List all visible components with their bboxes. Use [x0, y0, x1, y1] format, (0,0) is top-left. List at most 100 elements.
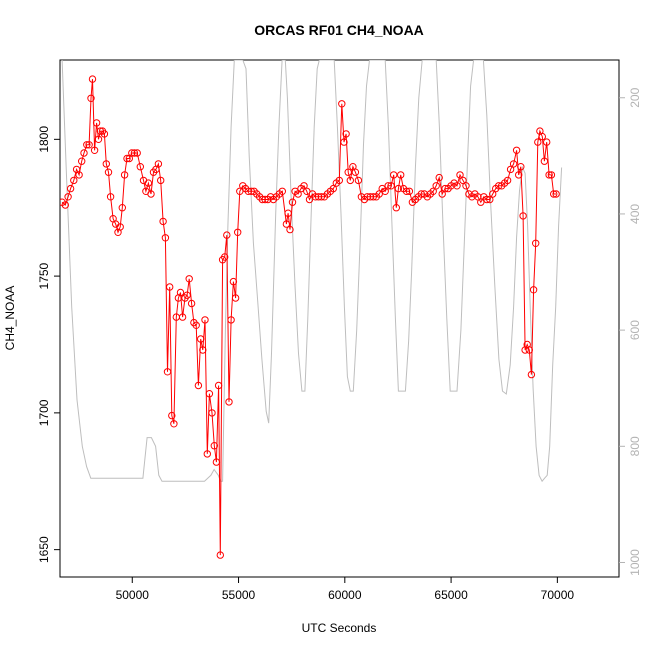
ch4-point — [216, 551, 225, 559]
ch4-point — [168, 411, 176, 420]
ch4-point — [203, 450, 212, 458]
ch4-point — [123, 154, 131, 163]
ch4-point — [161, 234, 170, 242]
ch4-point — [258, 195, 266, 204]
ch4-point — [278, 187, 286, 196]
ch4-point — [212, 458, 221, 466]
plot-frame — [59, 59, 620, 578]
ch4-point — [170, 420, 178, 428]
ch4-point — [540, 157, 549, 165]
ch4-point — [340, 138, 348, 146]
ch4-point — [543, 138, 551, 146]
ch4-point — [194, 381, 203, 390]
x-tick-label: 50000 — [116, 588, 150, 602]
ch4-point — [78, 157, 86, 165]
ch4-point — [116, 223, 124, 231]
ch4-point — [384, 182, 392, 190]
ch4-point — [282, 220, 291, 228]
ch4-point — [61, 201, 70, 209]
ch4-point — [432, 182, 440, 190]
y-tick-label: 1750 — [37, 262, 51, 289]
ch4-point — [225, 398, 233, 406]
ch4-point — [201, 316, 209, 324]
ch4-point — [178, 313, 187, 321]
y2-tick-label: 1000 — [628, 549, 642, 576]
ch4-point — [317, 193, 326, 201]
ch4-point — [538, 132, 546, 141]
ch4-point — [80, 149, 88, 157]
ch4-point — [118, 204, 127, 212]
ch4-point — [509, 160, 518, 168]
ch4-point — [435, 173, 443, 182]
ch4-point — [147, 190, 155, 198]
ch4-point — [288, 198, 297, 206]
ch4-point — [192, 321, 200, 329]
y-tick-label: 1800 — [37, 126, 51, 153]
series-layer — [60, 60, 563, 559]
x-tick-label: 60000 — [328, 588, 362, 602]
ch4-point — [529, 286, 538, 294]
ch4-point — [381, 187, 389, 196]
ch4-point — [552, 190, 560, 198]
secondary-y-axis: 200 400 600 800 1000 — [619, 87, 642, 576]
ch4-point — [128, 149, 136, 157]
ch4-point — [429, 187, 437, 196]
ch4-point — [197, 335, 205, 343]
chart-title: ORCAS RF01 CH4_NOAA — [254, 22, 424, 38]
ch4-point — [527, 370, 536, 379]
ch4-point — [223, 231, 231, 239]
ch4-point — [187, 299, 196, 308]
ch4-point — [483, 195, 491, 204]
ch4-point — [234, 228, 242, 237]
y-axis-label: CH4_NOAA — [3, 286, 17, 351]
x-tick-label: 70000 — [541, 588, 575, 602]
ch4-point — [342, 130, 350, 138]
ch4-point — [154, 160, 163, 168]
ch4-point — [338, 100, 346, 108]
ch4-point — [397, 171, 405, 179]
ch4-point — [83, 141, 91, 149]
ch4-point — [166, 283, 174, 291]
ch4-point — [87, 94, 95, 103]
ch4-point — [102, 160, 111, 168]
ch4-point — [477, 198, 485, 206]
ch4-point — [545, 171, 553, 179]
ch4-point — [506, 165, 515, 174]
ch4-point — [534, 138, 542, 146]
ch4-point — [144, 179, 153, 187]
ch4-point — [390, 171, 398, 179]
ch4-point — [92, 119, 101, 127]
ch4-point — [405, 187, 414, 196]
ch4-point — [136, 163, 145, 171]
ch4-point — [100, 130, 109, 138]
ch4-point — [489, 190, 497, 198]
ch4-point — [550, 190, 558, 198]
ch4-point — [75, 171, 83, 179]
ch4-point — [369, 193, 377, 201]
ch4-point — [244, 187, 253, 196]
altitude-line — [61, 60, 563, 483]
y2-tick-label: 200 — [628, 87, 642, 107]
ch4-point — [214, 381, 223, 390]
ch4-point — [176, 288, 185, 297]
ch4-point — [227, 316, 235, 324]
ch4-point — [199, 346, 207, 354]
ch4-point — [346, 176, 354, 185]
ch4-point — [344, 168, 352, 176]
ch4-point — [335, 176, 343, 185]
ch4-point — [387, 182, 395, 190]
ch4-point — [183, 291, 191, 299]
ch4-point — [417, 190, 425, 198]
x-axis-label: UTC Seconds — [302, 621, 377, 635]
ch4-point — [394, 184, 403, 193]
ch4-point — [106, 193, 115, 201]
x-tick-label: 55000 — [222, 588, 256, 602]
ch4-point — [532, 239, 540, 248]
ch4-point — [208, 409, 216, 417]
ch4-point — [519, 212, 527, 220]
ch4-point — [462, 182, 470, 190]
ch4-point — [305, 195, 314, 204]
ch4-point — [495, 182, 503, 190]
ch4-point — [284, 209, 292, 217]
